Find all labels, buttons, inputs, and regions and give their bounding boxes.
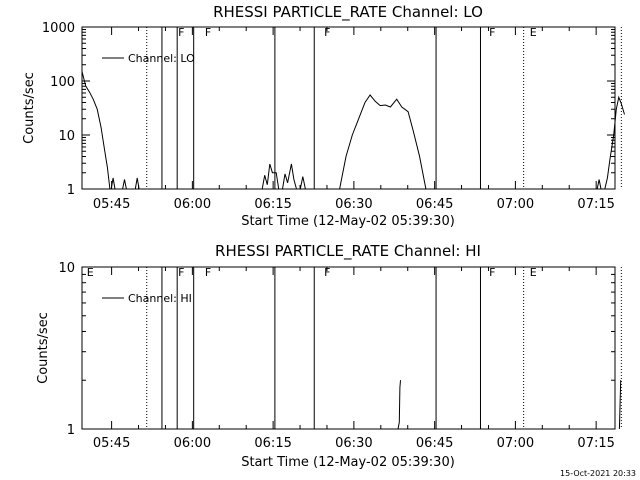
x-tick-label-hi: 06:00 [174, 436, 211, 451]
legend-label-hi: Channel: HI [128, 292, 192, 305]
x-tick-label-hi: 05:45 [93, 436, 130, 451]
series-line-lo [110, 177, 116, 190]
flag-label-hi: E [530, 266, 537, 279]
chart-title-lo: RHESSI PARTICLE_RATE Channel: LO [213, 3, 483, 22]
flag-label-lo: E [530, 26, 537, 39]
flag-label-hi: F [205, 266, 211, 279]
panel-hi: RHESSI PARTICLE_RATE Channel: HI Start T… [36, 242, 622, 470]
x-tick-label-lo: 07:15 [577, 197, 614, 212]
x-tick-label-hi: 06:30 [335, 436, 372, 451]
flag-label-hi: F [489, 266, 495, 279]
y-axis-label-hi: Counts/sec [36, 312, 51, 384]
plot-frame-lo [81, 26, 616, 190]
x-tick-label-hi: 06:15 [254, 436, 291, 451]
series-line-lo [604, 95, 625, 190]
x-axis-label-lo: Start Time (12-May-02 05:39:30) [241, 214, 455, 229]
series-line-lo [81, 71, 111, 190]
timestamp-stamp: 15-Oct-2021 20:33 [560, 469, 636, 478]
series-line-lo [122, 179, 127, 190]
series-line-lo [134, 177, 140, 190]
y-tick-label-lo: 1 [67, 183, 75, 198]
x-tick-label-lo: 06:00 [174, 197, 211, 212]
x-tick-label-hi: 07:00 [497, 436, 534, 451]
x-axis-label-hi: Start Time (12-May-02 05:39:30) [241, 455, 455, 470]
x-tick-label-lo: 06:15 [254, 197, 291, 212]
x-tick-label-lo: 06:45 [416, 197, 453, 212]
x-tick-label-hi: 07:15 [577, 436, 614, 451]
flag-label-lo: F [205, 26, 211, 39]
y-tick-label-lo: 1000 [42, 21, 75, 36]
x-tick-label-lo: 06:30 [335, 197, 372, 212]
y-tick-label-lo: 10 [58, 129, 75, 144]
y-tick-label-hi: 10 [58, 261, 75, 276]
x-tick-label-hi: 06:45 [416, 436, 453, 451]
series-line-lo [261, 163, 280, 190]
flag-label-lo: F [178, 26, 184, 39]
flag-label-hi: F [178, 266, 184, 279]
flag-label-lo: F [489, 26, 495, 39]
series-line-lo [596, 179, 602, 190]
flag-label-hi: F [324, 266, 330, 279]
series-line-hi [397, 380, 401, 430]
series-line-lo [282, 163, 297, 190]
chart-title-hi: RHESSI PARTICLE_RATE Channel: HI [215, 242, 481, 261]
x-tick-label-lo: 07:00 [497, 197, 534, 212]
series-line-hi [618, 380, 622, 430]
y-tick-label-lo: 100 [50, 75, 75, 90]
plot-frame-hi [81, 266, 616, 430]
panel-lo: RHESSI PARTICLE_RATE Channel: LO Start T… [22, 3, 625, 229]
y-axis-label-lo: Counts/sec [22, 72, 37, 144]
y-tick-label-hi: 1 [67, 423, 75, 438]
series-line-lo [339, 94, 427, 190]
flag-label-lo: F [324, 26, 330, 39]
flag-label-hi: E [87, 266, 94, 279]
x-tick-label-lo: 05:45 [93, 197, 130, 212]
series-line-lo [299, 176, 306, 190]
